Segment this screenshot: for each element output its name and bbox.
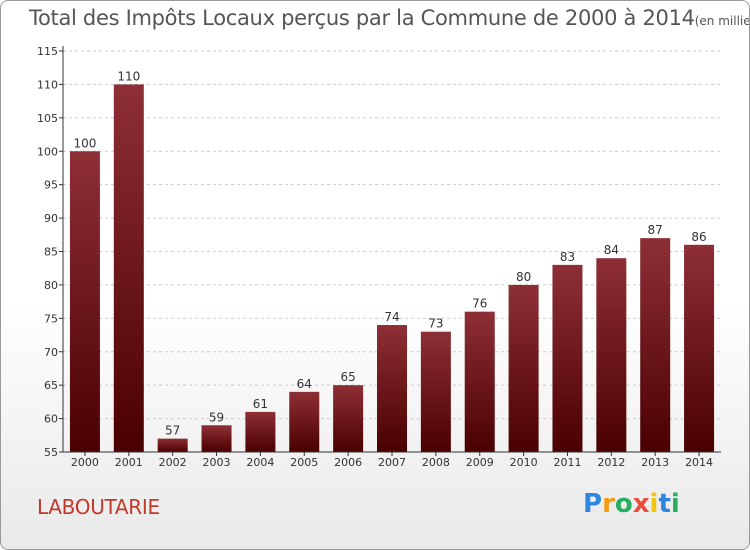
logo-letter: i [649,489,659,519]
bar-value-label: 83 [560,250,575,264]
bar [508,284,539,452]
x-tick-label: 2004 [246,456,274,469]
x-tick-label: 2005 [290,456,318,469]
bar-value-label: 86 [691,230,706,244]
y-tick-label: 115 [37,45,58,58]
bar [157,438,188,452]
logo-letter: t [658,489,671,519]
x-tick-label: 2014 [685,456,713,469]
chart-title-unit: (en milliers d'€) [694,14,750,28]
x-tick-label: 2009 [466,456,494,469]
x-tick-label: 2003 [203,456,231,469]
y-tick-label: 65 [44,379,58,392]
logo-letter: r [602,489,615,519]
bar-value-label: 100 [73,136,96,150]
bar-value-label: 65 [340,370,355,384]
bar [113,84,144,453]
proxiti-logo: Proxiti [583,489,680,519]
bar [684,244,715,452]
chart-title-text: Total des Impôts Locaux perçus par la Co… [29,6,695,30]
logo-letter: P [583,489,603,519]
bar-value-label: 84 [604,243,619,257]
bar [289,391,320,452]
bar [420,331,451,452]
chart-title: Total des Impôts Locaux perçus par la Co… [29,6,750,30]
axes: 55 60 65 70 75 80 85 90 95 100 105 110 115 2000 2001 20… [37,45,721,469]
y-tick-label: 80 [44,279,58,292]
y-tick-label: 70 [44,346,58,359]
bar-value-label: 74 [384,310,399,324]
y-tick-label: 90 [44,212,58,225]
x-tick-label: 2013 [641,456,669,469]
y-tick-label: 110 [37,78,58,91]
bars [69,84,715,453]
logo-letter: i [670,489,680,519]
commune-name: LABOUTARIE [37,495,160,519]
bar [69,151,100,452]
x-tick-label: 2000 [71,456,99,469]
bar [640,238,671,452]
y-tick-label: 85 [44,246,58,259]
x-tick-label: 2001 [115,456,143,469]
y-tick-label: 75 [44,312,58,325]
bar [377,325,407,452]
bar-value-label: 61 [253,397,268,411]
x-tick-label: 2002 [159,456,187,469]
bar-value-label: 57 [165,424,180,438]
bar [333,385,364,452]
logo-letter: o [614,489,633,519]
bar [201,425,232,452]
x-tick-label: 2008 [422,456,450,469]
bar-value-label: 73 [428,317,443,331]
bar-value-label: 110 [117,69,140,83]
y-tick-label: 55 [44,446,58,459]
bar [464,311,495,452]
x-tick-label: 2006 [334,456,362,469]
x-tick-label: 2007 [378,456,406,469]
bar-value-label: 76 [472,297,487,311]
bar [596,258,627,452]
bar [552,264,583,452]
bar-value-label: 64 [297,377,312,391]
y-tick-label: 95 [44,179,58,192]
x-tick-label: 2012 [597,456,625,469]
bar-value-label: 80 [516,270,531,284]
y-tick-label: 100 [37,145,58,158]
bar-value-label: 87 [648,223,663,237]
bar [245,411,276,452]
logo-letter: x [632,489,650,519]
y-tick-label: 105 [37,112,58,125]
x-tick-label: 2010 [510,456,538,469]
x-tick-label: 2011 [553,456,581,469]
y-tick-label: 60 [44,413,58,426]
data-labels: 100 110 57 59 61 64 65 74 73 76 80 83 84 87 86 [73,69,706,437]
bar-value-label: 59 [209,410,224,424]
